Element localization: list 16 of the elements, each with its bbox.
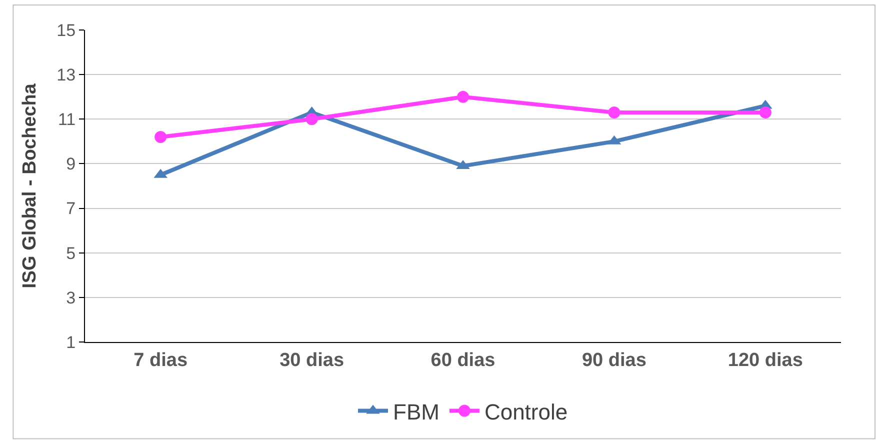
legend-label: FBM [393, 399, 440, 424]
y-tick-label: 15 [56, 20, 76, 40]
x-tick-label: 120 dias [728, 350, 803, 371]
y-tick-label: 7 [66, 199, 76, 218]
x-tick-label: 90 dias [582, 350, 646, 371]
y-tick-label: 1 [66, 332, 76, 352]
y-axis-title: ISG Global - Bochecha [20, 83, 41, 288]
x-tick-label: 30 dias [280, 350, 344, 371]
y-tick-label: 9 [66, 154, 76, 174]
y-tick-label: 11 [58, 110, 76, 130]
y-tick-label: 13 [56, 66, 76, 85]
y-tick-label: 3 [66, 288, 76, 308]
x-tick-label: 60 dias [430, 350, 496, 371]
legend-label: Controle [484, 399, 568, 424]
y-tick-label: 5 [66, 244, 76, 263]
x-tick-label: 7 dias [134, 350, 188, 371]
